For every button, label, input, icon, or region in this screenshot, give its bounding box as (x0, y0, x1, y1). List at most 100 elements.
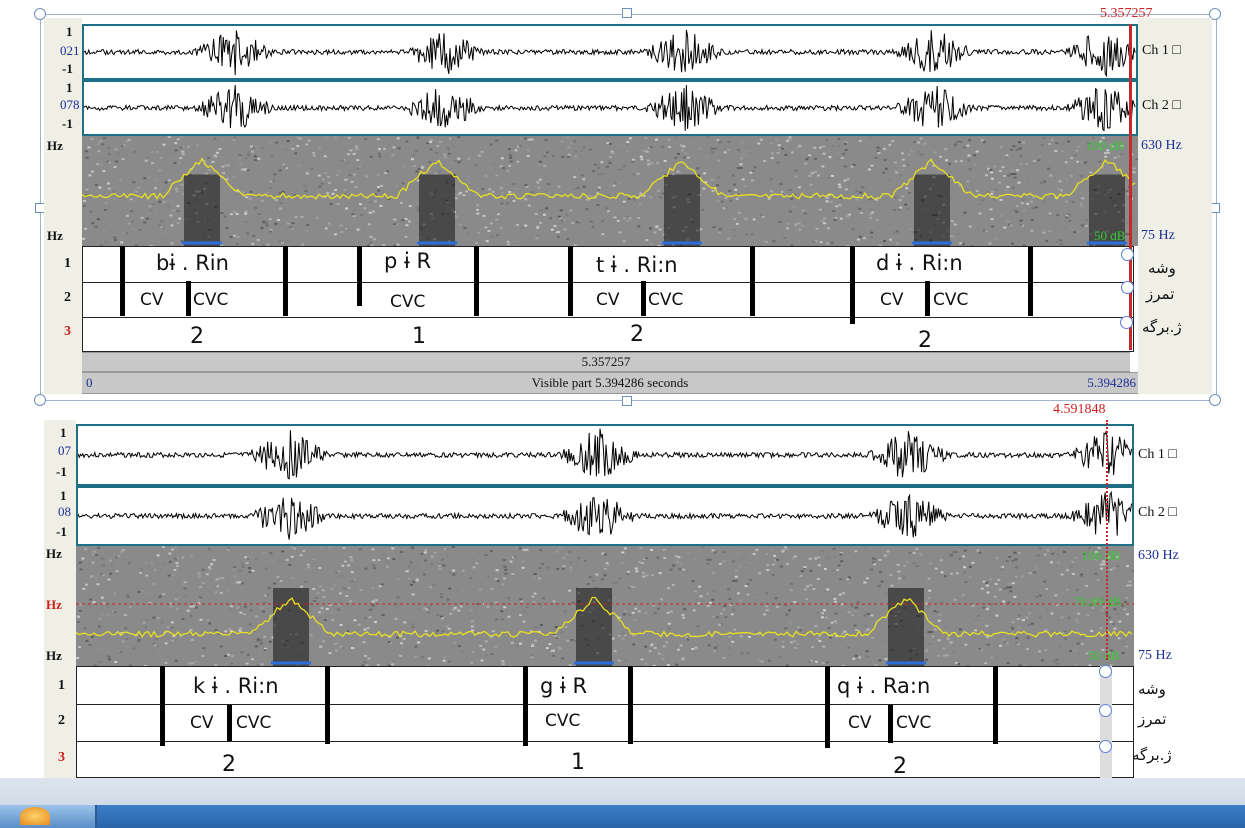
tier-marker[interactable] (1099, 740, 1112, 753)
boundary[interactable] (850, 246, 855, 324)
syllable-label: CV (880, 290, 904, 310)
syllable-label: CVC (236, 713, 272, 733)
syllable-count: 2 (630, 322, 644, 347)
visible-start: 0 (86, 375, 93, 390)
tier-marker[interactable] (1121, 248, 1134, 261)
boundary[interactable] (523, 666, 528, 746)
resize-handle[interactable] (34, 394, 46, 406)
axis-value: 07 (58, 443, 71, 458)
scroll-track[interactable] (1100, 666, 1112, 778)
tier-name: وشه (1138, 680, 1166, 698)
syllable-label: CV (596, 290, 620, 310)
resize-handle[interactable] (34, 8, 46, 20)
channel-2-label[interactable]: Ch 2 □ (1138, 505, 1177, 520)
syllable-label: CVC (896, 713, 932, 733)
syllable-count: 1 (571, 750, 585, 775)
tier-name: ژ.برگه (1142, 318, 1182, 336)
boundary[interactable] (628, 666, 633, 744)
channel-1-label[interactable]: Ch 1 □ (1142, 43, 1181, 58)
tier-marker[interactable] (1120, 316, 1133, 329)
boundary[interactable] (641, 281, 646, 316)
resize-handle[interactable] (1209, 394, 1221, 406)
visible-part-bar[interactable]: 0 Visible part 5.394286 seconds 5.394286 (82, 372, 1138, 394)
visible-end: 5.394286 (1087, 375, 1136, 390)
freq-top-label: 630 Hz (1141, 138, 1182, 153)
freq-bottom-label: 75 Hz (1138, 648, 1172, 663)
tier-number: 1 (64, 256, 71, 271)
syllable-count: 2 (893, 754, 907, 779)
tier-marker[interactable] (1099, 665, 1112, 678)
freq-bottom-label: 75 Hz (1141, 228, 1175, 243)
waveform-channel-1[interactable] (76, 424, 1134, 486)
hz-label: Hz (47, 228, 63, 243)
visible-part-text: Visible part 5.394286 seconds (531, 375, 689, 390)
cursor-time-top: 5.357257 (1100, 6, 1153, 21)
word-label: bɨ . Rin (156, 251, 229, 275)
tier-number: 1 (58, 678, 65, 693)
boundary[interactable] (186, 281, 191, 316)
boundary[interactable] (357, 246, 362, 306)
cursor-line[interactable] (1106, 420, 1108, 660)
hz-label: Hz (46, 597, 62, 612)
boundary[interactable] (825, 666, 830, 748)
tier-number: 2 (64, 290, 71, 305)
boundary[interactable] (283, 246, 288, 316)
tier-divider (77, 704, 1133, 705)
tier-divider (83, 317, 1133, 318)
word-label: p ɨ R (384, 249, 432, 273)
boundary[interactable] (227, 705, 232, 741)
left-gutter (44, 18, 82, 394)
boundary[interactable] (474, 246, 479, 316)
selection-time-bar[interactable]: 5.357257 (82, 352, 1130, 372)
selection-time: 5.357257 (581, 354, 631, 369)
channel-2-label[interactable]: Ch 2 □ (1142, 98, 1181, 113)
syllable-count: 2 (222, 752, 236, 777)
boundary[interactable] (888, 705, 893, 743)
resize-handle[interactable] (622, 8, 632, 18)
resize-handle[interactable] (622, 396, 632, 406)
boundary[interactable] (1028, 246, 1033, 316)
syllable-count: 1 (412, 324, 426, 349)
waveform-channel-2[interactable] (76, 486, 1134, 546)
waveform-trace (78, 490, 1132, 540)
syllable-label: CV (190, 713, 214, 733)
boundary[interactable] (120, 246, 125, 316)
start-button[interactable] (0, 805, 97, 828)
textgrid-tiers[interactable] (76, 666, 1134, 778)
tier-divider (77, 741, 1133, 742)
boundary[interactable] (568, 246, 573, 316)
db-bottom-label: 50 dB (1094, 228, 1126, 243)
boundary[interactable] (993, 666, 998, 744)
boundary[interactable] (925, 281, 930, 316)
tier-number: 3 (58, 750, 65, 765)
channel-1-label[interactable]: Ch 1 □ (1138, 447, 1177, 462)
tier-marker[interactable] (1099, 704, 1112, 717)
syllable-label: CV (848, 713, 872, 733)
spectrogram[interactable] (76, 546, 1134, 666)
tier-name: ژ.برگه (1132, 746, 1172, 764)
spectrogram-image (82, 136, 1138, 246)
axis-value: 078 (60, 97, 80, 112)
tier-marker[interactable] (1121, 281, 1134, 294)
cursor-line[interactable] (1129, 24, 1132, 350)
syllable-label: CVC (193, 290, 229, 310)
syllable-label: CVC (390, 292, 426, 312)
syllable-count: 2 (918, 328, 932, 353)
waveform-channel-1[interactable] (82, 24, 1138, 80)
windows-logo-icon (20, 807, 50, 825)
word-label: g ɨ R (540, 674, 588, 698)
resize-handle[interactable] (1209, 8, 1221, 20)
boundary[interactable] (160, 666, 165, 746)
waveform-trace (78, 428, 1132, 480)
tier-name: تمرز (1146, 285, 1175, 303)
spectrogram[interactable] (82, 136, 1138, 246)
hz-label: Hz (46, 648, 62, 663)
boundary[interactable] (325, 666, 330, 744)
waveform-channel-2[interactable] (82, 80, 1138, 136)
boundary[interactable] (750, 246, 755, 316)
waveform-trace (84, 29, 1136, 78)
textgrid-tiers[interactable] (82, 246, 1134, 352)
db-top-label: 100 dB (1082, 548, 1120, 563)
syllable-label: CVC (545, 711, 581, 731)
db-bottom-label: 50 dB (1088, 648, 1120, 663)
